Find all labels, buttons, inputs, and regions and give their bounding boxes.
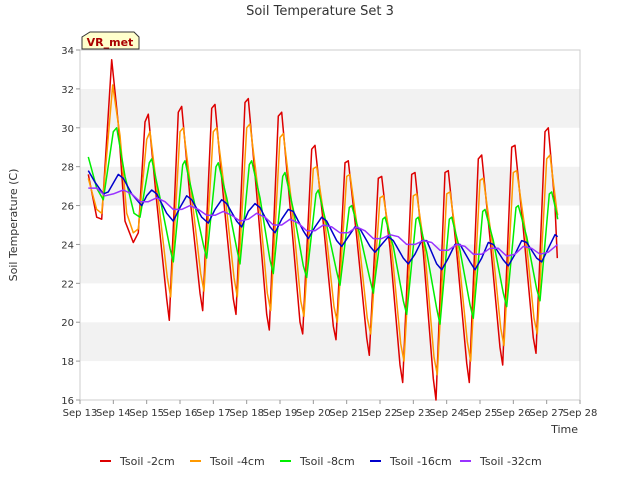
plot-band <box>80 127 580 167</box>
y-tick-label: 28 <box>61 163 74 174</box>
plot-band <box>80 88 580 128</box>
x-tick-label: Sep 23 <box>396 408 431 419</box>
series-line-tsoil-8cm <box>87 127 559 325</box>
plot-band <box>80 361 580 400</box>
legend-label: Tsoil -16cm <box>389 455 452 468</box>
x-tick-label: Sep 21 <box>329 408 364 419</box>
legend-label: Tsoil -32cm <box>479 455 542 468</box>
y-tick-label: 34 <box>61 46 74 57</box>
y-tick-label: 18 <box>61 357 74 368</box>
x-tick-label: Sep 26 <box>496 408 531 419</box>
x-tick-label: Sep 20 <box>296 408 331 419</box>
station-badge-box <box>81 31 140 50</box>
y-axis: 16 18 20 22 24 26 28 30 32 34 <box>61 46 80 407</box>
y-tick-label: 20 <box>61 318 74 329</box>
y-tick-label: 26 <box>61 202 74 213</box>
legend-label: Tsoil -4cm <box>209 455 265 468</box>
plot-bands <box>80 50 580 400</box>
y-tick-label: 22 <box>61 279 74 290</box>
x-tick-label: Sep 22 <box>363 408 398 419</box>
legend-label: Tsoil -2cm <box>119 455 175 468</box>
series-lines <box>87 58 559 401</box>
series-line-tsoil-4cm <box>87 84 559 376</box>
y-tick-label: 24 <box>61 240 74 251</box>
x-tick-label: Sep 15 <box>129 408 164 419</box>
x-tick-label: Sep 14 <box>96 408 131 419</box>
series-line-tsoil-2cm <box>87 58 559 401</box>
x-tick-label: Sep 16 <box>163 408 198 419</box>
x-tick-label: Sep 17 <box>196 408 231 419</box>
x-tick-label: Sep 25 <box>463 408 498 419</box>
x-tick-label: Sep 24 <box>429 408 464 419</box>
y-axis-label: Soil Temperature (C) <box>7 169 20 282</box>
x-axis-label: Time <box>550 423 578 436</box>
legend-label: Tsoil -8cm <box>299 455 355 468</box>
series-line-tsoil-32cm <box>88 187 559 257</box>
x-tick-label: Sep 18 <box>229 408 264 419</box>
x-tick-label: Sep 19 <box>263 408 298 419</box>
station-badge-label: VR_met <box>87 36 134 49</box>
station-badge: VR_met <box>81 31 140 50</box>
plot-band <box>80 166 580 206</box>
x-tick-label: Sep 28 <box>563 408 598 419</box>
x-tick-label: Sep 27 <box>529 408 564 419</box>
plot-frame <box>79 49 581 401</box>
plot-band <box>80 322 580 362</box>
y-tick-label: 30 <box>61 124 74 135</box>
x-tick-label: Sep 13 <box>63 408 98 419</box>
y-tick-label: 16 <box>61 396 74 407</box>
legend: Tsoil -2cm Tsoil -4cm Tsoil -8cm Tsoil -16c… <box>100 455 542 468</box>
y-tick-label: 32 <box>61 85 74 96</box>
plot-band <box>80 50 580 89</box>
chart-title: Soil Temperature Set 3 <box>246 4 394 19</box>
